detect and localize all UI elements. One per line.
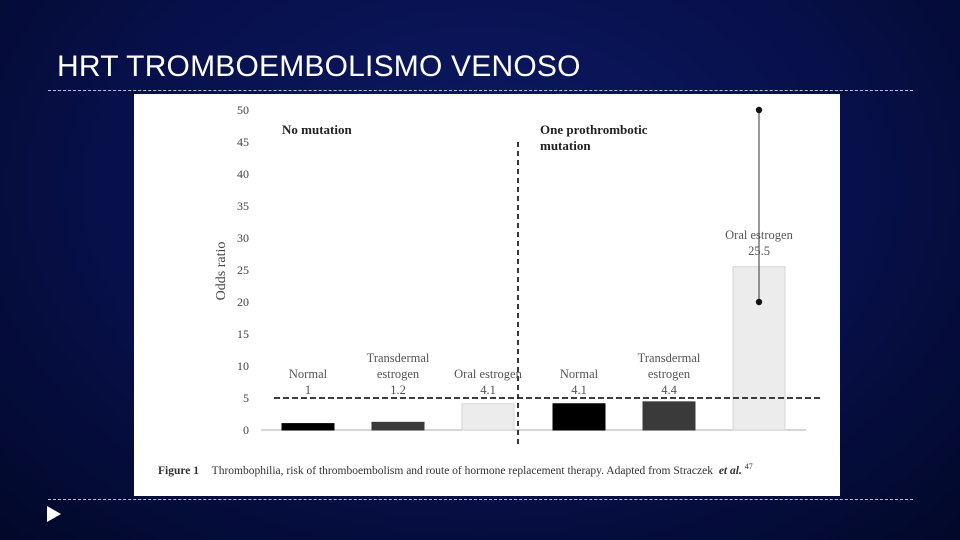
y-tick-label: 0 [243,423,249,437]
group-label: mutation [540,138,591,153]
group-label: No mutation [282,122,352,137]
y-tick-label: 15 [237,327,249,341]
play-icon[interactable] [47,506,61,522]
title-divider [48,90,913,91]
bar-value-label: 4.4 [661,383,677,397]
y-tick-label: 5 [243,391,249,405]
caption-ref: 47 [745,462,753,471]
caption-text: Thrombophilia, risk of thromboembolism a… [212,465,714,477]
bar-category-label: Transdermal [638,351,701,365]
bar-category-label: Normal [560,367,599,381]
bar-category-label: Transdermal [367,351,430,365]
footer-divider [48,499,913,500]
error-bar-cap-low [755,298,763,306]
y-tick-label: 35 [237,199,249,213]
bar-value-label: 1.2 [390,383,406,397]
y-tick-label: 40 [237,167,249,181]
bar-value-label: 4.1 [480,383,496,397]
bar-category-label: estrogen [648,367,691,381]
slide-title: HRT TROMBOEMBOLISMO VENOSO [57,50,581,83]
y-tick-label: 50 [237,103,249,117]
figure-caption: Figure 1 Thrombophilia, risk of thromboe… [158,462,753,477]
figure-panel: 0 5 10 15 20 25 30 35 40 45 50 Odds ratio No mutati… [134,94,840,496]
odds-ratio-chart: 0 5 10 15 20 25 30 35 40 45 50 Odds ratio No mutati… [158,103,820,477]
bar-value-label: 25.5 [748,244,770,258]
bar-category-label: Oral estrogen [725,228,793,242]
bar [461,403,515,431]
bar-category-label: estrogen [377,367,420,381]
bar-category-label: Normal [289,367,328,381]
bar [281,423,335,431]
bar-value-label: 1 [305,383,311,397]
y-tick-label: 45 [237,135,249,149]
bar-value-label: 4.1 [571,383,587,397]
bar [371,421,425,431]
y-tick-label: 25 [237,263,249,277]
bar [642,401,696,431]
y-tick-label: 30 [237,231,249,245]
bar [552,403,606,431]
y-tick-label: 20 [237,295,249,309]
y-axis-label: Odds ratio [214,242,229,301]
bar-category-label: Oral estrogen [454,367,522,381]
y-tick-label: 10 [237,359,249,373]
group-label: One prothrombotic [540,122,648,137]
caption-etal: et al. [719,465,742,477]
caption-label: Figure 1 [158,465,199,477]
error-bar-cap-high [755,106,763,114]
